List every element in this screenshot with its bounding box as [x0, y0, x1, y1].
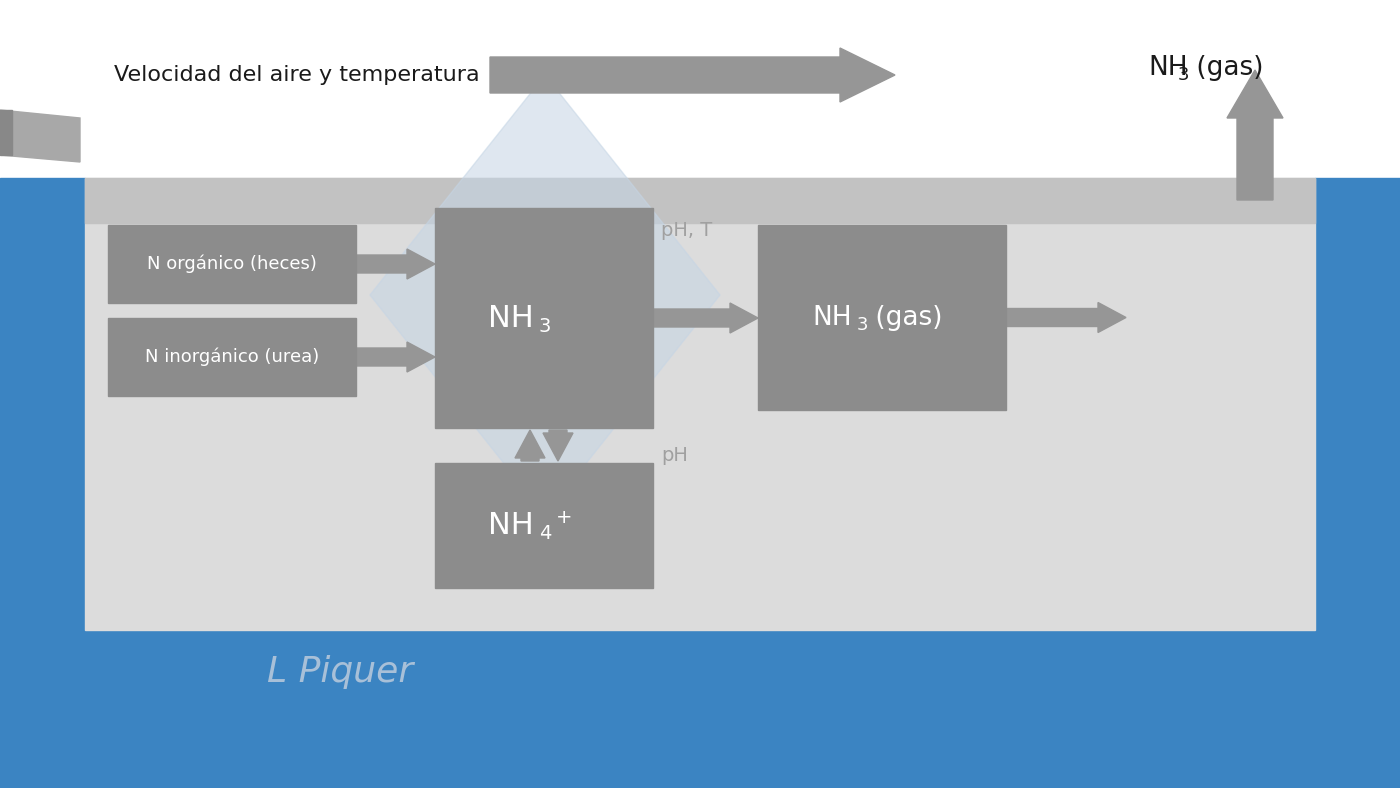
- Text: (gas): (gas): [867, 304, 942, 330]
- Text: 3: 3: [857, 315, 868, 333]
- FancyArrow shape: [356, 342, 435, 372]
- Text: 3: 3: [1177, 66, 1190, 84]
- Text: Velocidad del aire y temperatura: Velocidad del aire y temperatura: [115, 65, 480, 85]
- Text: 3: 3: [577, 268, 630, 342]
- Text: NH: NH: [812, 304, 853, 330]
- Bar: [0, 625, 1400, 788]
- Bar: [108, 225, 356, 303]
- Bar: [1315, 178, 1400, 625]
- FancyArrow shape: [543, 430, 573, 461]
- Bar: [85, 178, 1315, 630]
- Text: (gas): (gas): [1189, 55, 1263, 81]
- Bar: [0, 178, 85, 625]
- Bar: [0, 110, 13, 155]
- FancyArrow shape: [1226, 70, 1282, 200]
- Text: 3: 3: [461, 268, 514, 342]
- Bar: [85, 178, 1315, 223]
- Text: NH: NH: [489, 303, 533, 333]
- FancyArrow shape: [356, 249, 435, 279]
- Text: 4: 4: [539, 524, 552, 543]
- Text: NH: NH: [489, 511, 533, 540]
- Bar: [435, 208, 652, 428]
- Polygon shape: [0, 110, 80, 162]
- Text: pH: pH: [661, 446, 687, 465]
- Text: pH, T: pH, T: [661, 221, 713, 240]
- Text: NH: NH: [1148, 55, 1187, 81]
- Text: L Piquer: L Piquer: [267, 655, 413, 689]
- Bar: [108, 318, 356, 396]
- Bar: [757, 225, 1007, 410]
- Text: +: +: [556, 508, 573, 527]
- FancyArrow shape: [1007, 303, 1126, 333]
- FancyArrow shape: [515, 430, 545, 461]
- Text: N orgánico (heces): N orgánico (heces): [147, 255, 316, 273]
- FancyArrow shape: [490, 48, 895, 102]
- Text: 3: 3: [539, 317, 552, 336]
- Text: x: x: [529, 279, 560, 331]
- FancyArrow shape: [652, 303, 757, 333]
- Polygon shape: [370, 75, 720, 515]
- Text: N inorgánico (urea): N inorgánico (urea): [144, 348, 319, 366]
- Bar: [435, 463, 652, 588]
